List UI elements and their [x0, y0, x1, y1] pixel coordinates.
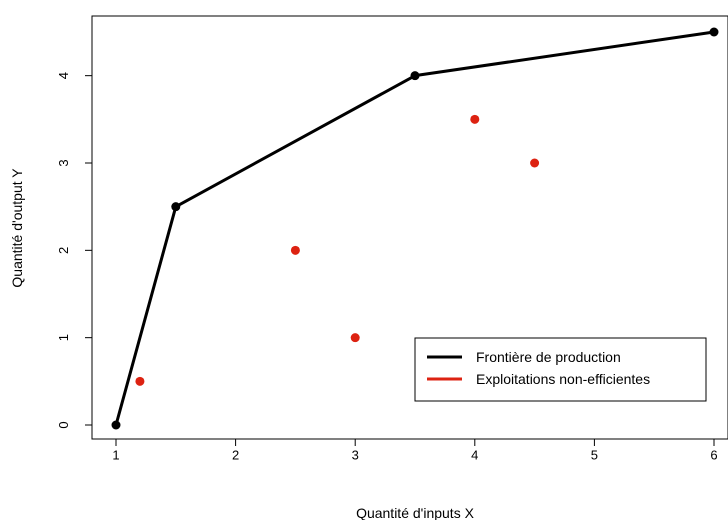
- y-tick-label: 3: [56, 159, 71, 166]
- legend-label-inefficient: Exploitations non-efficientes: [476, 371, 650, 387]
- legend-box: [414, 337, 707, 402]
- legend-label-frontier: Frontière de production: [476, 349, 621, 365]
- frontier-line: [114, 30, 715, 426]
- y-axis: 0 1 2 3 4: [56, 72, 92, 429]
- legend: Frontière de production Exploitations no…: [414, 337, 707, 402]
- y-tick-label: 2: [56, 247, 71, 254]
- frontier-point: [111, 420, 121, 430]
- series-layer: [111, 27, 719, 430]
- x-axis-title: Quantité d'inputs X: [356, 505, 475, 520]
- x-tick-label: 4: [471, 448, 478, 463]
- inefficient-point: [135, 376, 145, 386]
- x-tick-label: 6: [710, 448, 717, 463]
- x-tick-label: 3: [352, 448, 359, 463]
- y-tick-label: 0: [56, 421, 71, 428]
- y-tick-label: 1: [56, 334, 71, 341]
- frontier-point: [709, 27, 719, 37]
- frontier-point: [171, 202, 181, 212]
- y-axis-title: Quantité d'output Y: [9, 168, 25, 288]
- x-tick-label: 2: [232, 448, 239, 463]
- inefficient-point: [470, 114, 480, 124]
- frontier-point: [410, 71, 420, 81]
- plot-frame: [91, 15, 728, 440]
- x-axis: 1 2 3 4 5 6: [112, 439, 718, 463]
- inefficient-point: [350, 333, 360, 343]
- y-tick-label: 4: [56, 72, 71, 79]
- inefficient-point: [530, 158, 540, 168]
- x-tick-label: 1: [112, 448, 119, 463]
- inefficient-point: [290, 245, 300, 255]
- x-tick-label: 5: [591, 448, 598, 463]
